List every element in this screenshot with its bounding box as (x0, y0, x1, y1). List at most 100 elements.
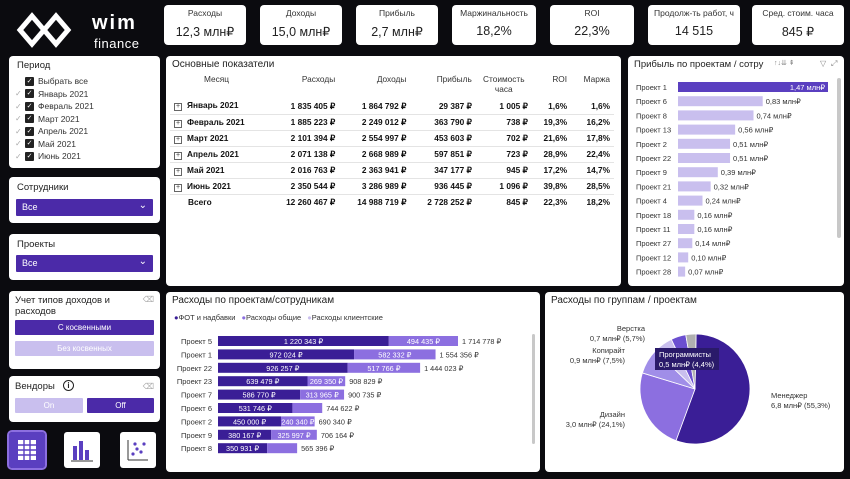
logo: wim finance (12, 8, 157, 54)
scatter-icon (127, 440, 148, 461)
table-row[interactable]: + Апрель 2021 2 071 138 ₽2 668 989 ₽597 85… (170, 146, 614, 163)
nav-table-button[interactable] (7, 430, 47, 470)
period-item[interactable]: ✓ ✓ Май 2021 (15, 138, 76, 149)
profit-bar[interactable] (678, 138, 731, 149)
general-bar[interactable] (388, 336, 458, 346)
fot-value-label: 1 220 343 ₽ (284, 337, 323, 346)
fot-bar[interactable] (218, 389, 301, 400)
profit-bar[interactable] (678, 238, 693, 249)
general-bar[interactable] (300, 389, 345, 400)
checkbox-icon: ✓ (25, 114, 34, 123)
profit-bar[interactable] (678, 224, 695, 234)
total-value-label: 900 735 ₽ (348, 391, 381, 400)
kpi-duration: Продолж-ть работ, ч 14 515 (648, 5, 740, 45)
legend-item: ●Расходы общие (241, 313, 302, 322)
bar-label: Проект 6 (636, 97, 667, 106)
profit-bar[interactable] (678, 266, 686, 277)
expenses-title: Расходы по проектам/сотрудникам (172, 295, 335, 306)
nav-bar-chart-button[interactable] (64, 432, 100, 468)
fot-bar[interactable] (218, 443, 268, 454)
eraser-icon[interactable]: ⌫ (142, 295, 154, 304)
expand-row-icon[interactable]: + (174, 167, 182, 176)
expand-row-icon[interactable]: + (174, 183, 182, 192)
bar-label: Проект 23 (177, 377, 212, 386)
expenses-chart: Проект 5 1 220 343 ₽ 494 435 ₽ 1 714 778 ₽ П… (177, 336, 501, 454)
scrollbar[interactable] (532, 334, 535, 444)
bar-value-label: 0,51 млн₽ (733, 154, 768, 163)
table-row[interactable]: + Январь 2021 1 835 405 ₽1 864 792 ₽29 387… (170, 98, 614, 115)
nav-scatter-button[interactable] (120, 432, 156, 468)
general-bar[interactable] (354, 349, 436, 360)
general-bar[interactable] (280, 416, 315, 427)
fot-value-label: 972 024 ₽ (269, 350, 302, 359)
fot-bar[interactable] (218, 336, 389, 346)
with-indirect-button[interactable]: С косвенными (15, 320, 154, 335)
period-item[interactable]: ✓ ✓ Июнь 2021 (15, 151, 81, 161)
bar-value-label: 0,10 млн₽ (691, 253, 726, 262)
general-value-label: 269 350 ₽ (310, 377, 343, 386)
fot-bar[interactable] (218, 376, 308, 387)
total-value-label: 1 444 023 ₽ (424, 364, 463, 373)
fot-bar[interactable] (218, 403, 293, 413)
profit-bar[interactable] (678, 195, 703, 206)
bar-label: Проект 9 (181, 431, 212, 440)
profit-bar[interactable] (678, 167, 718, 178)
general-bar[interactable] (292, 403, 323, 413)
profit-bar[interactable] (678, 209, 695, 220)
period-item-all[interactable]: ✓ Выбрать все (25, 76, 88, 86)
table-row[interactable]: + Февраль 2021 1 885 223 ₽2 249 012 ₽363 7… (170, 114, 614, 131)
eraser-icon[interactable]: ⌫ (142, 382, 154, 391)
expand-row-icon[interactable]: + (174, 135, 182, 144)
total-value-label: 1 714 778 ₽ (462, 337, 501, 346)
fot-bar[interactable] (218, 349, 355, 360)
period-item[interactable]: ✓ ✓ Февраль 2021 (15, 101, 94, 111)
profit-bar[interactable] (678, 252, 689, 263)
table-row[interactable]: + Май 2021 2 016 763 ₽2 363 941 ₽347 177 ₽… (170, 162, 614, 179)
info-icon[interactable]: i (63, 380, 74, 391)
bar-label: Проект 8 (636, 111, 667, 120)
profit-bar[interactable] (678, 96, 763, 107)
expand-row-icon[interactable]: + (174, 119, 182, 128)
scrollbar[interactable] (837, 78, 841, 238)
employees-dropdown[interactable]: Все ⌄ (16, 199, 153, 216)
group-title: Расходы по группам / проектам (551, 295, 697, 306)
fot-bar[interactable] (218, 429, 272, 440)
pie-label: Копирайт (592, 346, 625, 355)
pie-slice-Менеджер[interactable] (675, 333, 751, 445)
fot-value-label: 586 770 ₽ (243, 391, 276, 400)
profit-bar[interactable] (678, 110, 754, 121)
profit-bar[interactable] (678, 153, 731, 163)
pie-label: 6,8 млн₽ (55,3%) (771, 401, 831, 410)
period-item[interactable]: ✓ ✓ Март 2021 (15, 113, 80, 124)
general-bar[interactable] (267, 443, 298, 454)
profit-bar[interactable] (678, 124, 736, 135)
filter-icon[interactable]: ▽ (820, 59, 827, 68)
pie-label: Дизайн (600, 410, 625, 419)
bar-value-label: 0,14 млн₽ (695, 239, 730, 248)
profit-bar[interactable] (678, 82, 828, 92)
main-table-title: Основные показатели (172, 59, 275, 70)
pie-slice-Дизайн[interactable] (639, 372, 696, 442)
fot-bar[interactable] (218, 416, 281, 427)
projects-dropdown[interactable]: Все ⌄ (16, 255, 153, 272)
vendors-on-button[interactable]: On (15, 398, 83, 413)
vendors-off-button[interactable]: Off (87, 398, 154, 413)
kpi-income: Доходы 15,0 млн₽ (260, 5, 342, 45)
table-row[interactable]: + Март 2021 2 101 394 ₽2 554 997 ₽453 603 … (170, 130, 614, 147)
profit-bar[interactable] (678, 181, 711, 192)
period-item[interactable]: ✓ ✓ Апрель 2021 (15, 126, 89, 136)
expand-row-icon[interactable]: + (174, 103, 182, 112)
general-bar[interactable] (307, 376, 346, 387)
without-indirect-button[interactable]: Без косвенных (15, 341, 154, 356)
general-bar[interactable] (271, 429, 317, 440)
period-item[interactable]: ✓ ✓ Январь 2021 (15, 88, 89, 99)
expand-row-icon[interactable]: + (174, 151, 182, 160)
expand-icon[interactable]: ⤢ (831, 59, 838, 68)
bar-label: Проект 9 (636, 168, 667, 177)
bar-value-label: 0,16 млн₽ (697, 225, 732, 234)
profit-chart: Проект 1 1,47 млн₽ Проект 6 0,83 млн₽ Проект… (636, 82, 828, 277)
fot-bar[interactable] (218, 362, 348, 373)
general-bar[interactable] (347, 362, 421, 373)
table-row[interactable]: + Июнь 2021 2 350 544 ₽3 286 989 ₽936 445 … (170, 178, 614, 195)
sort-icon[interactable]: ↑↓⇊ ⇞ (774, 60, 795, 67)
